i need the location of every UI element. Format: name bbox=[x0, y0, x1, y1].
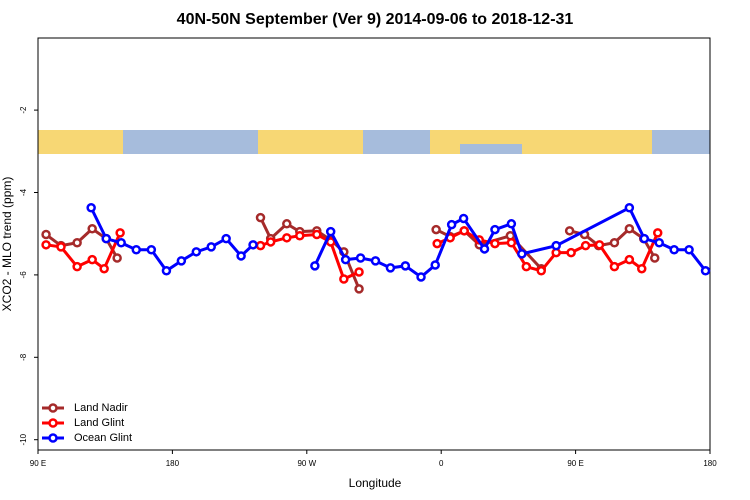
point bbox=[639, 233, 650, 244]
point bbox=[700, 266, 711, 276]
point bbox=[295, 231, 305, 241]
x-tick-label: 90 E bbox=[30, 459, 46, 468]
x-tick-label: 90 E bbox=[567, 459, 583, 468]
point bbox=[161, 266, 172, 276]
legend-marker bbox=[48, 433, 58, 443]
point bbox=[517, 249, 527, 259]
point bbox=[637, 263, 647, 274]
point bbox=[458, 213, 469, 224]
point bbox=[609, 238, 620, 248]
point bbox=[176, 256, 187, 266]
point bbox=[236, 251, 246, 261]
point bbox=[624, 254, 635, 265]
y-axis-label: XCO2 - MLO trend (ppm) bbox=[0, 177, 14, 312]
point bbox=[490, 238, 500, 249]
point bbox=[580, 240, 591, 251]
x-tick-label: 0 bbox=[439, 459, 444, 468]
point bbox=[310, 261, 320, 271]
point bbox=[564, 226, 575, 236]
y-tick-label: -4 bbox=[19, 188, 28, 196]
point bbox=[72, 238, 82, 248]
legend-label: Land Nadir bbox=[74, 402, 128, 414]
y-tick-label: -6 bbox=[19, 271, 28, 279]
point bbox=[41, 240, 51, 250]
point bbox=[87, 254, 97, 265]
point bbox=[506, 219, 517, 229]
chart-title: 40N-50N September (Ver 9) 2014-09-06 to … bbox=[177, 11, 574, 28]
point bbox=[446, 219, 457, 230]
point bbox=[86, 202, 96, 213]
point bbox=[459, 226, 469, 236]
point bbox=[115, 228, 125, 238]
x-tick-label: 180 bbox=[703, 459, 717, 468]
point bbox=[354, 284, 364, 294]
point bbox=[339, 274, 349, 284]
legend-label: Ocean Glint bbox=[74, 432, 132, 444]
point bbox=[72, 261, 82, 272]
plot-frame bbox=[37, 37, 711, 451]
point bbox=[652, 228, 663, 238]
point bbox=[479, 244, 490, 254]
point bbox=[609, 261, 620, 272]
point bbox=[248, 240, 258, 250]
point bbox=[649, 253, 660, 263]
point bbox=[669, 245, 679, 255]
point bbox=[430, 260, 440, 270]
x-axis-label: Longitude bbox=[349, 476, 402, 490]
point bbox=[566, 247, 576, 258]
point bbox=[416, 272, 426, 282]
legend-label: Land Glint bbox=[74, 417, 124, 429]
point bbox=[400, 261, 411, 271]
point bbox=[312, 229, 322, 240]
point bbox=[255, 240, 266, 251]
point bbox=[506, 238, 517, 248]
point bbox=[206, 242, 216, 252]
point bbox=[624, 224, 635, 234]
map-strip bbox=[38, 130, 710, 154]
series-line bbox=[45, 216, 657, 290]
point bbox=[432, 238, 442, 249]
point bbox=[282, 233, 292, 243]
point bbox=[654, 238, 664, 248]
point bbox=[265, 237, 276, 247]
point bbox=[325, 226, 336, 237]
x-tick-label: 180 bbox=[166, 459, 180, 468]
point bbox=[536, 266, 547, 276]
point bbox=[99, 263, 109, 274]
point bbox=[221, 233, 231, 244]
point bbox=[146, 245, 157, 255]
point bbox=[41, 229, 51, 240]
point bbox=[385, 263, 396, 273]
point bbox=[116, 238, 126, 248]
y-tick-label: -2 bbox=[19, 106, 28, 114]
y-tick-label: -10 bbox=[19, 433, 28, 445]
point bbox=[684, 245, 694, 255]
point bbox=[355, 253, 366, 263]
point bbox=[255, 212, 266, 223]
point bbox=[340, 254, 351, 265]
point bbox=[112, 253, 122, 263]
point bbox=[354, 267, 364, 277]
point bbox=[624, 202, 635, 213]
point bbox=[490, 224, 500, 235]
legend-marker bbox=[48, 418, 58, 428]
point bbox=[282, 219, 292, 229]
x-tick-label: 90 W bbox=[297, 459, 316, 468]
y-tick-label: -8 bbox=[19, 353, 28, 361]
point bbox=[594, 240, 605, 250]
point bbox=[431, 224, 441, 235]
point bbox=[191, 247, 202, 257]
point bbox=[131, 245, 142, 255]
point bbox=[551, 240, 561, 251]
point bbox=[521, 261, 532, 272]
point bbox=[370, 256, 381, 266]
legend-marker bbox=[48, 403, 58, 413]
point bbox=[87, 224, 97, 234]
point bbox=[56, 242, 66, 252]
point bbox=[101, 233, 111, 244]
